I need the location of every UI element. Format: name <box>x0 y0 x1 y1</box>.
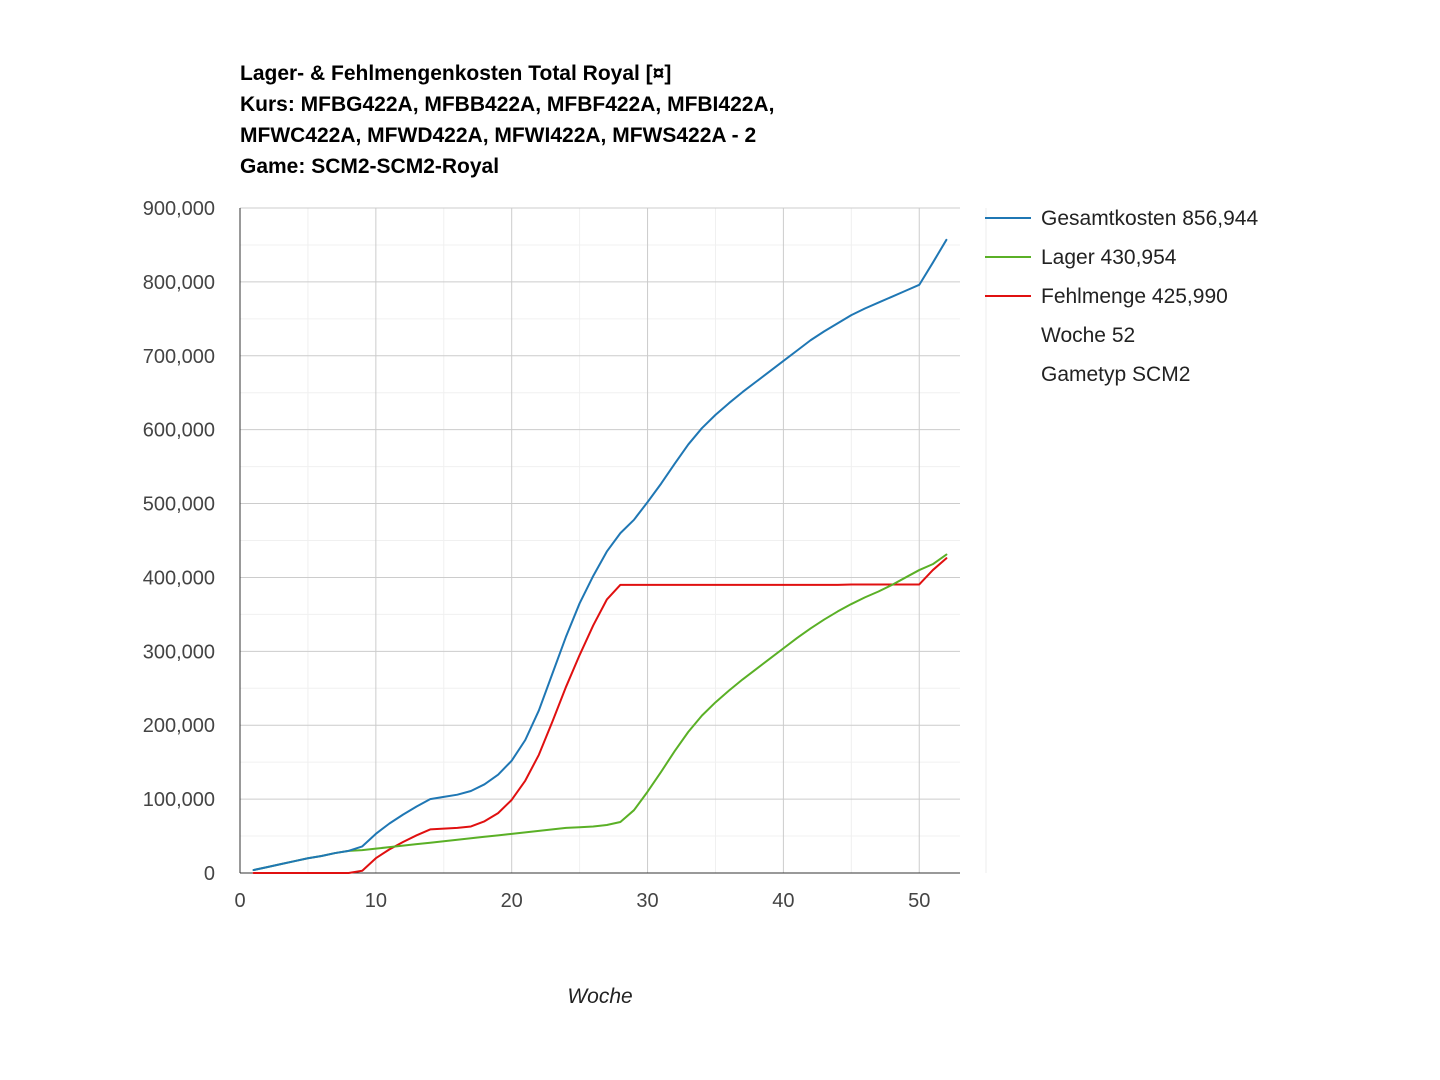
y-tick-label: 200,000 <box>143 715 215 737</box>
y-tick-label: 0 <box>204 863 215 885</box>
legend: Gesamtkosten 856,944 Lager 430,954 Fehlmen… <box>985 207 1258 386</box>
x-tick-label: 10 <box>365 890 387 912</box>
y-tick-label: 700,000 <box>143 346 215 368</box>
y-tick-labels: 0 100,000 200,000 300,000 400,000 500,000 600,… <box>143 198 215 885</box>
y-tick-label: 600,000 <box>143 420 215 442</box>
series-line-1 <box>252 238 948 872</box>
y-tick-label: 100,000 <box>143 789 215 811</box>
x-tick-labels: 0 10 20 30 40 50 <box>234 890 930 912</box>
title-line-1: Lager- & Fehlmengenkosten Total Royal [¤… <box>240 62 671 85</box>
y-tick-label: 500,000 <box>143 494 215 516</box>
x-axis-title: Woche <box>567 985 632 1008</box>
x-tick-label: 0 <box>234 890 245 912</box>
x-tick-label: 50 <box>908 890 930 912</box>
y-tick-label: 800,000 <box>143 272 215 294</box>
title-line-4: Game: SCM2-SCM2-Royal <box>240 155 499 178</box>
legend-label: Lager 430,954 <box>1041 246 1177 269</box>
series-line-3 <box>252 557 948 874</box>
y-tick-label: 400,000 <box>143 567 215 589</box>
title-line-2: Kurs: MFBG422A, MFBB422A, MFBF422A, MFBI… <box>240 93 774 116</box>
legend-label: Fehlmenge 425,990 <box>1041 285 1228 308</box>
y-tick-label: 300,000 <box>143 641 215 663</box>
x-tick-label: 40 <box>772 890 794 912</box>
legend-label: Gesamtkosten 856,944 <box>1041 207 1258 230</box>
series-line-2 <box>252 553 948 872</box>
plot-series <box>252 238 948 874</box>
title-line-3: MFWC422A, MFWD422A, MFWI422A, MFWS422A -… <box>240 124 756 147</box>
axes <box>239 208 960 874</box>
grid <box>240 207 960 873</box>
chart-title: Lager- & Fehlmengenkosten Total Royal [¤… <box>240 62 774 178</box>
x-tick-label: 30 <box>636 890 658 912</box>
y-tick-label: 900,000 <box>143 198 215 220</box>
legend-info-label: Gametyp SCM2 <box>1041 363 1190 386</box>
legend-info-label: Woche 52 <box>1041 324 1135 347</box>
x-tick-label: 20 <box>501 890 523 912</box>
